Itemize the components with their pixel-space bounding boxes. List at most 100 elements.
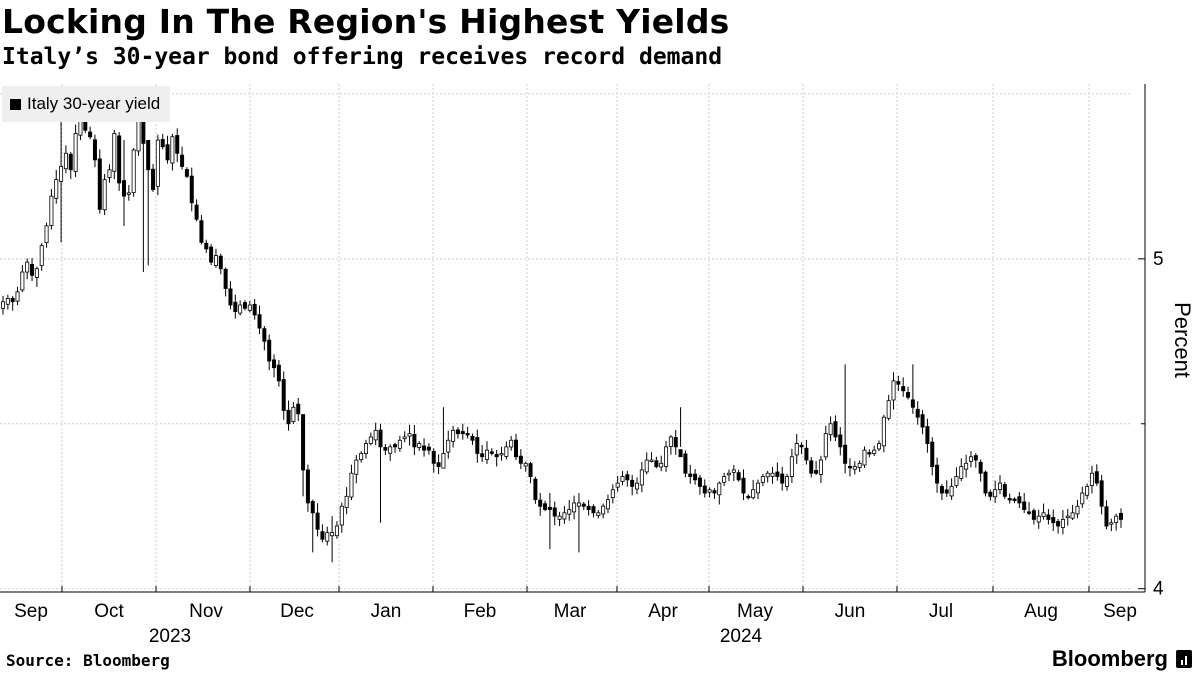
candle — [1041, 503, 1046, 520]
candle-body — [455, 429, 460, 435]
candle-body — [576, 502, 581, 507]
candle-body — [54, 179, 59, 199]
candle — [789, 448, 794, 483]
candle — [39, 242, 44, 271]
candle — [964, 454, 969, 478]
candle — [543, 500, 548, 512]
candle — [417, 441, 422, 451]
candle-body — [1070, 512, 1075, 519]
candle-body — [238, 304, 243, 314]
candle — [407, 424, 412, 446]
candle — [780, 466, 785, 491]
candle-body — [1002, 484, 1007, 497]
candle-body — [363, 443, 368, 454]
candle — [102, 173, 107, 216]
candle-body — [562, 512, 567, 520]
candle — [601, 503, 606, 519]
candle-body — [707, 489, 712, 493]
candle-body — [1065, 515, 1070, 519]
candle-body — [644, 459, 649, 473]
candle — [460, 423, 465, 440]
candle — [775, 462, 780, 481]
candle — [378, 423, 383, 523]
candle-body — [775, 471, 780, 477]
candle-body — [901, 386, 906, 392]
candle-body — [799, 444, 804, 448]
candle-body — [693, 473, 698, 481]
candle-body — [320, 531, 325, 540]
candle-body — [155, 139, 160, 187]
candle-body — [664, 446, 669, 467]
candle-body — [518, 455, 523, 464]
candle — [649, 452, 654, 463]
candle — [935, 457, 940, 493]
candle-body — [726, 472, 731, 476]
candle — [368, 432, 373, 446]
candle — [359, 451, 364, 463]
candle — [756, 479, 761, 500]
candle-body — [494, 454, 499, 458]
candle-body — [1094, 471, 1099, 484]
candle-body — [92, 139, 97, 161]
candle — [1036, 509, 1041, 529]
candle-body — [480, 453, 485, 458]
candle-body — [30, 263, 35, 276]
candle — [68, 151, 73, 180]
candle — [1094, 464, 1099, 486]
x-tick-label: Feb — [464, 601, 497, 622]
candle — [668, 435, 673, 455]
candle-body — [1080, 492, 1085, 505]
candle — [843, 364, 848, 474]
candle — [664, 441, 669, 472]
candle — [267, 334, 272, 371]
candle-body — [785, 476, 790, 487]
candle-body — [741, 477, 746, 494]
candle-body — [581, 503, 586, 507]
candle — [1070, 504, 1075, 521]
candle-body — [272, 359, 277, 369]
candle — [180, 146, 185, 170]
candle-body — [1075, 505, 1080, 515]
candle-body — [1031, 510, 1036, 520]
candle — [581, 501, 586, 511]
candle — [509, 436, 514, 451]
candle-body — [431, 450, 436, 464]
candle — [683, 450, 688, 478]
candle — [199, 215, 204, 245]
x-tick-label: Apr — [648, 601, 678, 622]
candle-body — [731, 469, 736, 473]
candle — [838, 427, 843, 456]
candle-body — [136, 119, 141, 152]
candle-body — [276, 364, 281, 382]
candle-body — [925, 426, 930, 444]
candle — [712, 488, 717, 499]
candle — [659, 455, 664, 472]
candle — [184, 167, 189, 179]
candle — [10, 296, 15, 311]
candle-body — [1046, 514, 1051, 520]
candle — [422, 438, 427, 457]
candle — [402, 431, 407, 443]
candle-body — [489, 451, 494, 454]
candle — [833, 415, 838, 442]
candle-body — [354, 459, 359, 475]
candle — [383, 443, 388, 456]
candle-body — [1022, 501, 1027, 510]
candle — [1051, 509, 1056, 531]
candle — [107, 164, 112, 183]
candle-body — [993, 489, 998, 498]
candle — [446, 430, 451, 459]
candle — [373, 422, 378, 446]
candle — [1056, 518, 1061, 534]
candle-body — [930, 441, 935, 468]
candle-body — [857, 462, 862, 468]
brand-name: Bloomberg — [1051, 646, 1168, 671]
candle-body — [310, 501, 315, 514]
candle — [426, 443, 431, 455]
candle-body — [998, 482, 1003, 491]
candle — [397, 435, 402, 452]
candle — [436, 454, 441, 475]
candle-body — [339, 505, 344, 526]
candle — [809, 457, 814, 478]
candle-body — [504, 446, 509, 457]
